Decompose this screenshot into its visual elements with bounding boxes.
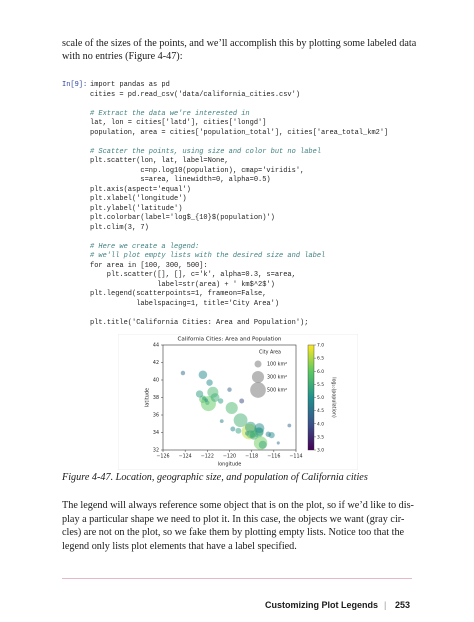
colorbar-tick-label: 3.0 xyxy=(317,448,324,454)
point xyxy=(225,401,238,415)
code-line: # Here we create a legend: xyxy=(90,242,200,251)
x-tick-label: −124 xyxy=(179,454,192,460)
code-line: import pandas as pd xyxy=(90,81,170,89)
y-tick-label: 36 xyxy=(153,413,159,419)
x-tick-label: −122 xyxy=(201,454,214,460)
x-tick-label: −120 xyxy=(223,454,236,460)
y-axis-label: latitude xyxy=(145,388,151,407)
point xyxy=(276,441,280,445)
code-line: # Extract the data we're interested in xyxy=(90,109,250,118)
caption: Figure 4-47. Location, geographic size, … xyxy=(62,472,368,483)
point xyxy=(210,393,220,402)
code-line: label=str(area) + ' km$^2$') xyxy=(90,280,275,289)
code-line: plt.axis(aspect='equal') xyxy=(90,185,191,194)
colorbar-tick-label: 4.5 xyxy=(317,408,324,414)
colorbar-tick-label: 4.0 xyxy=(317,421,324,427)
footer-rule xyxy=(62,578,412,579)
footer-section: Customizing Plot Legends xyxy=(264,600,378,610)
code-line: lat, lon = cities['latd'], cities['longd… xyxy=(90,119,267,127)
code-line: plt.clim(3, 7) xyxy=(90,223,149,232)
y-tick-label: 38 xyxy=(153,395,159,401)
point xyxy=(195,390,204,398)
code-line: plt.xlabel('longitude') xyxy=(90,195,187,203)
legend-marker xyxy=(250,382,266,398)
point xyxy=(180,370,186,376)
footer-page: 253 xyxy=(395,600,411,610)
point xyxy=(230,426,236,432)
point xyxy=(217,398,224,404)
plot-area xyxy=(162,344,297,451)
x-tick-label: −116 xyxy=(267,454,280,460)
code-line: for area in [100, 300, 500]: xyxy=(90,261,208,270)
point xyxy=(268,431,275,439)
figure: California Cities: Area and Population −1… xyxy=(118,334,358,470)
legend-label: 500 km² xyxy=(267,388,287,394)
legend-marker xyxy=(251,370,265,384)
point xyxy=(198,370,208,380)
point xyxy=(233,413,248,428)
point xyxy=(235,427,242,434)
code-line: # we'll plot empty lists with the desire… xyxy=(90,252,326,260)
colorbar xyxy=(307,344,315,451)
point xyxy=(258,440,267,449)
colorbar-tick-label: 5.5 xyxy=(317,382,324,388)
code-line: plt.scatter([], [], c='k', alpha=0.3, s=… xyxy=(90,271,296,279)
point xyxy=(245,421,257,433)
text-line: The legend will always reference some ob… xyxy=(62,500,414,511)
text-line: scale of the sizes of the points, and we… xyxy=(62,38,417,49)
code-line: # Scatter the points, using size and col… xyxy=(90,147,322,156)
text-line: cles) are not on the plot, so we fake th… xyxy=(62,527,405,538)
point xyxy=(227,387,232,392)
colorbar-label: log₁₀(population) xyxy=(331,377,337,418)
footer-divider: | xyxy=(384,600,387,610)
point xyxy=(254,423,265,434)
code-line: plt.scatter(lon, lat, label=None, xyxy=(90,157,229,165)
code-line: labelspacing=1, title='City Area') xyxy=(90,299,280,308)
colorbar-tick-label: 3.5 xyxy=(317,434,324,440)
colorbar-tick-label: 7.0 xyxy=(317,343,324,349)
point xyxy=(239,398,245,404)
x-tick-label: −118 xyxy=(245,454,258,460)
code-line: plt.legend(scatterpoints=1, frameon=Fals… xyxy=(90,290,267,298)
text-line: legend only lists plot elements that hav… xyxy=(62,540,297,552)
code-prompt: In[9]: xyxy=(62,81,88,89)
code-line: c=np.log10(population), cmap='viridis', xyxy=(90,166,305,175)
legend-title: City Area xyxy=(259,350,281,356)
code-line: cities = pd.read_csv('data/california_ci… xyxy=(90,90,301,99)
code-line: population, area = cities['population_to… xyxy=(90,128,389,137)
colorbar-tick-label: 6.0 xyxy=(317,369,324,375)
x-axis-label: longitude xyxy=(218,462,242,468)
y-tick-label: 44 xyxy=(153,343,159,349)
legend-marker xyxy=(254,360,262,368)
point xyxy=(204,398,208,402)
y-tick-label: 40 xyxy=(153,378,159,384)
legend-label: 100 km² xyxy=(267,362,287,368)
chart-title: California Cities: Area and Population xyxy=(178,337,282,343)
code-line: plt.colorbar(label='log$_{10}$(populatio… xyxy=(90,214,275,222)
x-tick-label: −126 xyxy=(156,454,169,460)
code-line: plt.ylabel('latitude') xyxy=(90,204,183,213)
code-line: s=area, linewidth=0, alpha=0.5) xyxy=(90,176,271,184)
text-line: with no entries (Figure 4-47): xyxy=(62,51,183,62)
y-tick-label: 34 xyxy=(153,430,159,436)
text-line: play a particular shape we need to plot … xyxy=(62,513,405,525)
code-line: plt.title('California Cities: Area and P… xyxy=(90,318,309,327)
point xyxy=(206,379,213,386)
x-tick-label: −114 xyxy=(289,454,302,460)
colorbar-tick-label: 6.5 xyxy=(317,356,324,362)
point xyxy=(219,419,224,424)
y-tick-label: 42 xyxy=(153,360,159,366)
y-tick-label: 32 xyxy=(153,448,159,454)
point xyxy=(287,423,292,428)
colorbar-tick-label: 5.0 xyxy=(317,395,324,401)
legend-label: 300 km² xyxy=(267,375,287,381)
